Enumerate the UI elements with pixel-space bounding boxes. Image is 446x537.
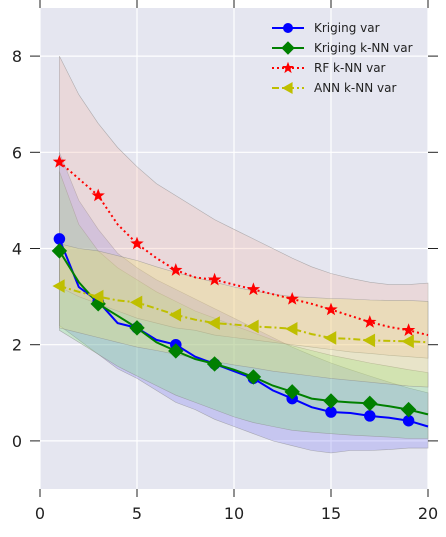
point-ann-k-nn-var bbox=[207, 316, 220, 330]
y-tick-label: 6 bbox=[12, 143, 22, 162]
point-rf-k-nn-var bbox=[52, 154, 67, 168]
point-ann-k-nn-var bbox=[130, 295, 143, 310]
point-rf-k-nn-var bbox=[363, 315, 377, 328]
y-tick-label: 8 bbox=[12, 47, 22, 66]
point-kriging-k-nn-var bbox=[129, 320, 145, 336]
grid bbox=[39, 8, 429, 489]
point-rf-k-nn-var bbox=[169, 263, 183, 276]
line-ann-k-nn-var bbox=[59, 285, 429, 344]
x-tick-label: 0 bbox=[35, 504, 45, 523]
point-rf-k-nn-var bbox=[246, 282, 261, 296]
point-rf-k-nn-var bbox=[285, 291, 299, 305]
legend-label-rf-k-nn-var: RF k-NN var bbox=[314, 61, 386, 75]
band-kriging-var bbox=[59, 152, 429, 454]
legend-marker-kriging-k-nn-var bbox=[281, 41, 295, 55]
x-tick-label: 10 bbox=[224, 504, 244, 523]
x-tick-label: 20 bbox=[418, 504, 438, 523]
point-kriging-k-nn-var bbox=[206, 356, 223, 372]
point-kriging-k-nn-var bbox=[323, 393, 339, 409]
point-rf-k-nn-var bbox=[207, 272, 222, 286]
x-tick-label: 5 bbox=[132, 504, 142, 523]
y-tick-label: 4 bbox=[12, 240, 22, 259]
point-kriging-var bbox=[364, 410, 376, 422]
point-kriging-k-nn-var bbox=[168, 343, 184, 359]
point-kriging-k-nn-var bbox=[245, 369, 262, 385]
point-rf-k-nn-var bbox=[401, 323, 416, 336]
band-ann-k-nn-var bbox=[59, 243, 429, 388]
x-tick-label: 15 bbox=[321, 504, 341, 523]
series-markers bbox=[51, 154, 417, 427]
legend: Kriging var Kriging k-NN var RF k-NN var AN… bbox=[272, 21, 413, 95]
y-tick-label: 0 bbox=[12, 432, 22, 451]
legend-marker-ann-k-nn-var bbox=[281, 82, 293, 94]
point-ann-k-nn-var bbox=[168, 308, 182, 322]
legend-marker-rf-k-nn-var bbox=[281, 61, 295, 74]
legend-label-kriging-k-nn-var: Kriging k-NN var bbox=[314, 41, 413, 55]
point-rf-k-nn-var bbox=[324, 302, 338, 316]
line-rf-k-nn-var bbox=[58, 161, 429, 337]
point-ann-k-nn-var bbox=[246, 319, 259, 334]
axis-ticks: 0 5 10 15 20 0 2 4 6 8 bbox=[12, 0, 438, 523]
point-ann-k-nn-var bbox=[324, 331, 337, 345]
point-ann-k-nn-var bbox=[91, 289, 104, 304]
point-rf-k-nn-var bbox=[91, 188, 105, 202]
legend-label-kriging-var: Kriging var bbox=[314, 21, 380, 35]
legend-marker-kriging-var bbox=[283, 23, 293, 33]
uncertainty-bands bbox=[59, 55, 429, 454]
y-tick-label: 2 bbox=[12, 336, 22, 355]
point-ann-k-nn-var bbox=[285, 322, 298, 336]
legend-label-ann-k-nn-var: ANN k-NN var bbox=[314, 81, 396, 95]
point-kriging-k-nn-var bbox=[400, 401, 417, 418]
band-kriging-k-nn-var bbox=[59, 171, 429, 439]
point-rf-k-nn-var bbox=[130, 236, 144, 250]
point-ann-k-nn-var bbox=[52, 279, 65, 293]
point-ann-k-nn-var bbox=[401, 334, 414, 349]
point-kriging-k-nn-var bbox=[51, 243, 68, 259]
point-kriging-k-nn-var bbox=[362, 395, 378, 412]
point-kriging-k-nn-var bbox=[284, 384, 300, 400]
point-ann-k-nn-var bbox=[362, 333, 376, 348]
point-kriging-var bbox=[53, 233, 66, 245]
